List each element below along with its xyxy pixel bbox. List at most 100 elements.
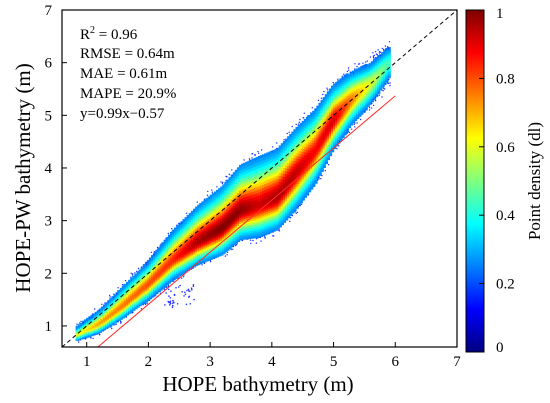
density-cell — [299, 162, 303, 166]
density-cell — [249, 214, 253, 218]
density-cell — [236, 220, 241, 225]
density-cell — [276, 220, 280, 224]
density-cell — [347, 73, 351, 77]
density-cell — [312, 169, 316, 173]
density-cell — [295, 178, 299, 182]
density-cell — [310, 165, 314, 169]
density-cell — [232, 208, 236, 212]
density-cell — [190, 225, 195, 229]
density-cell — [167, 243, 172, 247]
density-cell — [314, 116, 318, 120]
density-cell — [320, 160, 324, 165]
density-cell — [337, 129, 341, 133]
density-cell — [335, 134, 339, 138]
density-cell — [257, 212, 261, 216]
density-cell — [262, 190, 266, 194]
density-cell — [354, 85, 358, 89]
density-cell — [149, 257, 153, 261]
density-sparse-point — [291, 214, 294, 217]
density-cell — [272, 208, 276, 212]
density-cell — [247, 201, 251, 205]
density-cell — [274, 225, 278, 229]
density-cell — [358, 67, 362, 71]
density-cell — [337, 111, 341, 115]
density-cell — [285, 162, 289, 166]
density-cell — [123, 283, 128, 287]
density-cell — [236, 217, 241, 221]
density-cell — [197, 206, 201, 211]
density-cell — [241, 216, 245, 220]
density-cell — [343, 92, 347, 97]
density-cell — [276, 181, 280, 185]
density-cell — [326, 136, 330, 140]
density-cell — [341, 105, 345, 109]
density-cell — [339, 134, 343, 138]
density-cell — [326, 124, 330, 128]
density-sparse-point — [211, 189, 213, 191]
density-cell — [316, 134, 320, 138]
density-cell — [345, 94, 349, 98]
density-cell — [257, 226, 261, 230]
density-cell — [207, 201, 211, 205]
density-sparse-point — [370, 107, 373, 109]
density-sparse-point — [382, 48, 385, 51]
density-cell — [347, 81, 351, 85]
density-cell — [335, 101, 339, 105]
density-cell — [180, 237, 184, 241]
density-cell — [318, 120, 322, 124]
density-cell — [297, 174, 301, 178]
density-cell — [176, 229, 180, 233]
density-cell — [320, 151, 324, 155]
density-cell — [310, 139, 314, 143]
density-sparse-point — [263, 235, 266, 237]
density-cell — [170, 244, 174, 248]
density-cell — [230, 235, 234, 239]
density-cell — [278, 154, 282, 158]
density-cell — [234, 213, 238, 218]
density-cell — [337, 135, 341, 139]
density-cell — [259, 179, 264, 183]
density-cell — [216, 210, 220, 214]
density-cell — [285, 168, 289, 172]
density-cell — [165, 263, 169, 267]
density-cell — [268, 230, 272, 234]
density-cell — [349, 84, 354, 88]
density-cell — [347, 86, 351, 90]
density-cell — [170, 250, 174, 254]
density-cell — [259, 203, 264, 207]
density-cell — [176, 227, 180, 231]
density-cell — [251, 217, 255, 221]
density-cell — [241, 221, 245, 226]
density-cell — [337, 105, 341, 109]
density-cell — [259, 205, 264, 209]
density-cell — [297, 125, 301, 129]
density-cell — [308, 123, 312, 127]
density-cell — [295, 183, 299, 187]
density-cell — [339, 99, 343, 103]
density-cell — [257, 230, 261, 234]
density-cell — [351, 92, 356, 96]
density-cell — [297, 141, 301, 146]
density-cell — [339, 80, 343, 84]
density-cell — [195, 224, 199, 228]
density-cell — [243, 236, 247, 240]
density-cell — [287, 153, 291, 157]
density-cell — [207, 203, 211, 207]
density-cell — [251, 179, 255, 183]
density-cell — [341, 119, 345, 123]
density-cell — [314, 139, 318, 144]
density-cell — [316, 128, 320, 132]
density-cell — [314, 124, 318, 128]
density-cell — [331, 141, 335, 145]
density-cell — [163, 255, 167, 259]
density-cell — [289, 136, 293, 140]
density-cell — [308, 162, 312, 166]
density-cell — [287, 212, 291, 216]
density-sparse-point — [248, 158, 251, 160]
density-cell — [199, 205, 203, 209]
density-cell — [274, 219, 278, 223]
density-cell — [182, 247, 186, 251]
density-sparse-point — [156, 246, 159, 249]
density-cell — [236, 189, 241, 193]
density-cell — [333, 144, 337, 148]
